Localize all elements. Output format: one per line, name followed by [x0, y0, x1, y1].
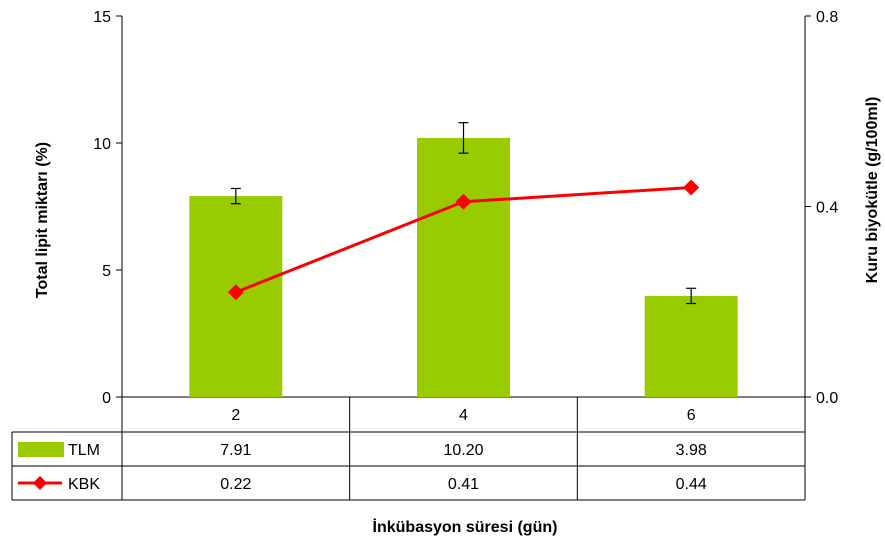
x-axis-title: İnkübasyon süresi (gün) [373, 518, 558, 536]
category-label: 4 [459, 407, 468, 424]
left-axis-ticks: 0 5 10 15 [93, 9, 122, 407]
error-bars [230, 122, 697, 305]
right-tick-label: 0.0 [816, 390, 838, 407]
tlm-legend-swatch [18, 442, 64, 457]
kbk-point [455, 193, 472, 210]
category-label: 2 [231, 407, 240, 424]
kbk-point [227, 284, 244, 301]
left-tick-label: 5 [102, 263, 111, 280]
right-axis-ticks: 0.0 0.4 0.8 [805, 9, 838, 407]
left-tick-label: 0 [102, 390, 111, 407]
bar [644, 295, 738, 397]
kbk-value-label: 0.22 [220, 476, 251, 493]
line-series-kbk [227, 179, 700, 301]
category-label: 6 [687, 407, 696, 424]
tlm-value-label: 10.20 [443, 442, 483, 459]
left-axis-title: Total lipit miktarı (%) [34, 142, 51, 298]
tlm-value-label: 3.98 [676, 442, 707, 459]
kbk-point [683, 179, 700, 196]
right-tick-label: 0.8 [816, 9, 838, 26]
tlm-value-label: 7.91 [220, 442, 251, 459]
bar-series-tlm [189, 137, 738, 398]
right-tick-label: 0.4 [816, 200, 838, 217]
right-axis-title: Kuru biyokütle (g/100ml) [864, 97, 881, 284]
kbk-legend-label: KBK [68, 476, 100, 493]
tlm-legend-label: TLM [68, 442, 100, 459]
bar [417, 137, 510, 398]
left-tick-label: 15 [93, 9, 111, 26]
kbk-legend-marker [33, 476, 47, 490]
data-table: 2 7.91 0.22 4 10.20 0.41 6 3.98 0.44 TLM KBK [11, 397, 806, 501]
kbk-value-label: 0.44 [676, 476, 707, 493]
kbk-value-label: 0.41 [448, 476, 479, 493]
left-tick-label: 10 [93, 136, 111, 153]
